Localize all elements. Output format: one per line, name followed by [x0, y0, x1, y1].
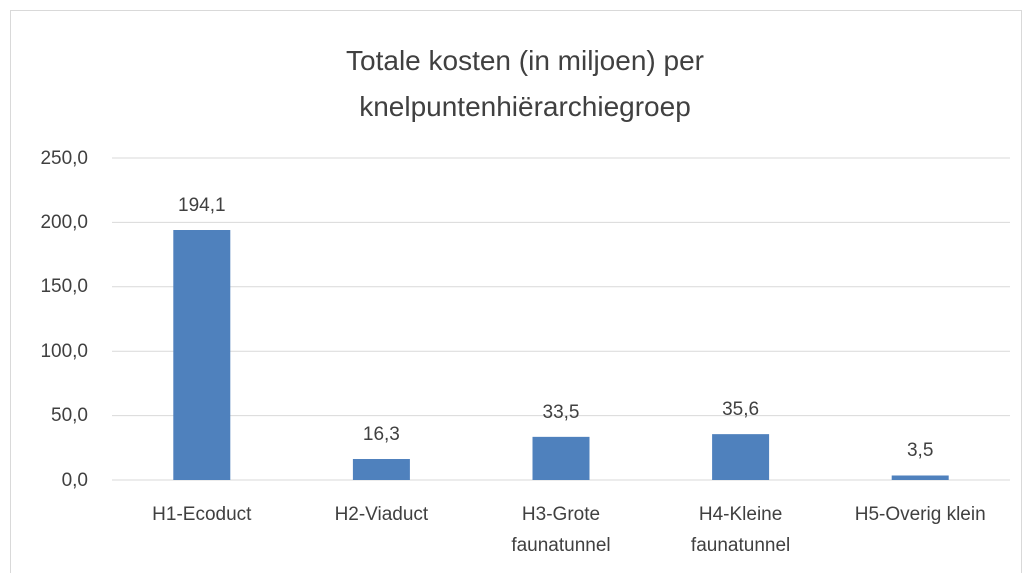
bar [712, 434, 770, 480]
data-label: 35,6 [722, 399, 760, 421]
bar [891, 475, 949, 480]
bar [532, 436, 590, 480]
data-label: 16,3 [362, 424, 400, 445]
x-tick-label: H5-Overig klein [854, 504, 986, 525]
y-tick-label: 150,0 [40, 276, 88, 298]
y-tick-label: 100,0 [40, 340, 88, 362]
x-tick-label: H4-Kleine faunatunnel [690, 504, 791, 556]
x-tick-label: H1-Ecoduct [152, 504, 252, 525]
y-tick-label: 250,0 [40, 147, 88, 169]
bar [173, 229, 231, 480]
data-label: 33,5 [542, 401, 580, 423]
y-tick-label: 200,0 [40, 211, 88, 233]
x-tick-label: H3-Grote faunatunnel [511, 504, 611, 556]
chart-title: Totale kosten (in miljoen) per knelpunte… [346, 45, 704, 122]
bar [352, 459, 410, 480]
data-label: 3,5 [906, 440, 934, 462]
chart-border [10, 10, 1022, 573]
x-tick-label: H2-Viaduct [334, 504, 429, 525]
y-tick-label: 0,0 [61, 469, 88, 491]
y-tick-label: 50,0 [51, 405, 88, 427]
data-label: 194,1 [178, 194, 226, 216]
